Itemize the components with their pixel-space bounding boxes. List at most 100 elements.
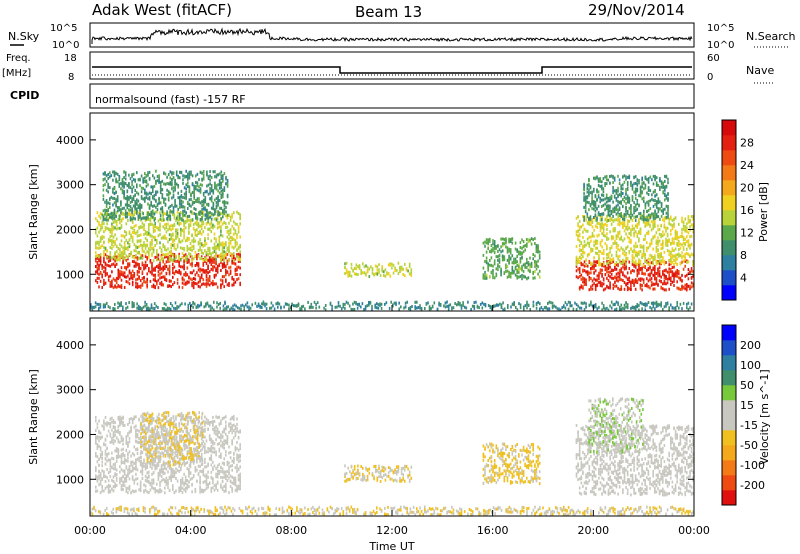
power-cell	[386, 271, 388, 275]
power-cell	[374, 272, 377, 276]
power-cell	[212, 251, 214, 255]
power-cell	[660, 251, 662, 255]
power-cell	[172, 259, 174, 263]
power-cell	[588, 193, 590, 197]
power-cell	[594, 305, 597, 309]
power-cell	[236, 278, 238, 282]
power-cell	[352, 302, 354, 306]
power-cell	[667, 192, 669, 196]
power-cell	[373, 272, 375, 276]
power-cell	[234, 269, 237, 273]
power-cell	[184, 253, 187, 257]
power-cell	[646, 200, 648, 204]
power-cell	[223, 275, 225, 279]
power-cell	[195, 199, 197, 202]
power-cell	[638, 220, 640, 224]
power-cell	[665, 268, 667, 272]
power-cell	[374, 264, 377, 268]
power-cell	[682, 238, 685, 242]
power-cell	[493, 262, 496, 265]
power-cell	[145, 308, 148, 312]
power-cell	[139, 218, 142, 222]
power-cell	[535, 247, 538, 251]
power-cell	[105, 215, 108, 219]
power-cell	[198, 200, 200, 204]
power-cell	[199, 187, 202, 191]
power-cell	[650, 283, 653, 287]
power-cell	[176, 306, 178, 310]
power-cell	[194, 273, 197, 277]
power-cell	[471, 304, 474, 308]
power-cell	[593, 244, 595, 247]
power-cell	[490, 263, 493, 267]
power-cell	[156, 265, 158, 268]
power-cell	[224, 307, 226, 311]
power-cell	[628, 198, 631, 202]
power-cell	[133, 210, 136, 214]
power-cell	[657, 267, 659, 271]
power-cell	[121, 188, 124, 192]
power-cell	[665, 226, 667, 230]
power-cell	[638, 179, 640, 182]
power-cell	[141, 307, 143, 311]
power-cell	[199, 238, 201, 242]
power-cell	[400, 268, 403, 272]
power-cell	[201, 217, 203, 221]
power-cell	[575, 233, 578, 237]
power-cell	[360, 305, 362, 309]
power-cell	[101, 244, 103, 248]
power-cell	[609, 174, 611, 178]
power-cell	[159, 282, 161, 286]
power-cell	[606, 227, 608, 231]
power-cell	[220, 219, 222, 223]
power-cell	[133, 260, 136, 264]
power-cell	[212, 202, 215, 206]
power-cell	[686, 247, 688, 251]
power-cell	[220, 174, 223, 178]
power-cell	[665, 204, 668, 208]
power-cell	[188, 230, 190, 234]
power-cell	[144, 264, 147, 268]
power-cell	[221, 275, 224, 279]
power-cell	[196, 261, 198, 265]
power-cell	[119, 270, 121, 274]
power-cell	[119, 226, 121, 230]
power-cell	[114, 226, 116, 230]
power-cell	[146, 272, 148, 276]
power-cell	[514, 265, 517, 269]
power-cell	[615, 234, 618, 238]
power-cell	[538, 254, 541, 257]
power-cell	[654, 190, 656, 194]
power-cell	[149, 241, 152, 245]
power-cell	[362, 262, 364, 266]
power-cell	[236, 233, 238, 237]
power-cell	[107, 278, 110, 282]
power-cell	[649, 242, 651, 246]
power-cell	[218, 264, 221, 268]
power-cell	[202, 176, 205, 180]
power-cell	[681, 273, 683, 277]
power-cell	[602, 262, 605, 266]
power-cell	[212, 279, 214, 283]
power-cell	[201, 215, 203, 219]
power-cell	[126, 211, 129, 215]
power-cell	[651, 212, 653, 216]
power-cell	[164, 182, 167, 186]
power-cell	[136, 273, 139, 277]
power-cell	[492, 269, 494, 272]
power-cell	[639, 262, 642, 266]
power-cell	[580, 253, 583, 257]
power-cell	[197, 240, 200, 244]
power-cell	[134, 205, 136, 209]
power-cell	[626, 181, 629, 184]
nsky-trace	[91, 27, 693, 44]
power-cell	[601, 239, 603, 242]
power-cell	[195, 180, 197, 184]
power-cell	[124, 212, 127, 216]
power-cell	[125, 222, 128, 226]
power-cell	[136, 282, 139, 286]
power-cell	[177, 191, 179, 195]
power-cell	[692, 263, 694, 267]
power-cell	[687, 284, 690, 288]
power-cell	[610, 306, 613, 310]
